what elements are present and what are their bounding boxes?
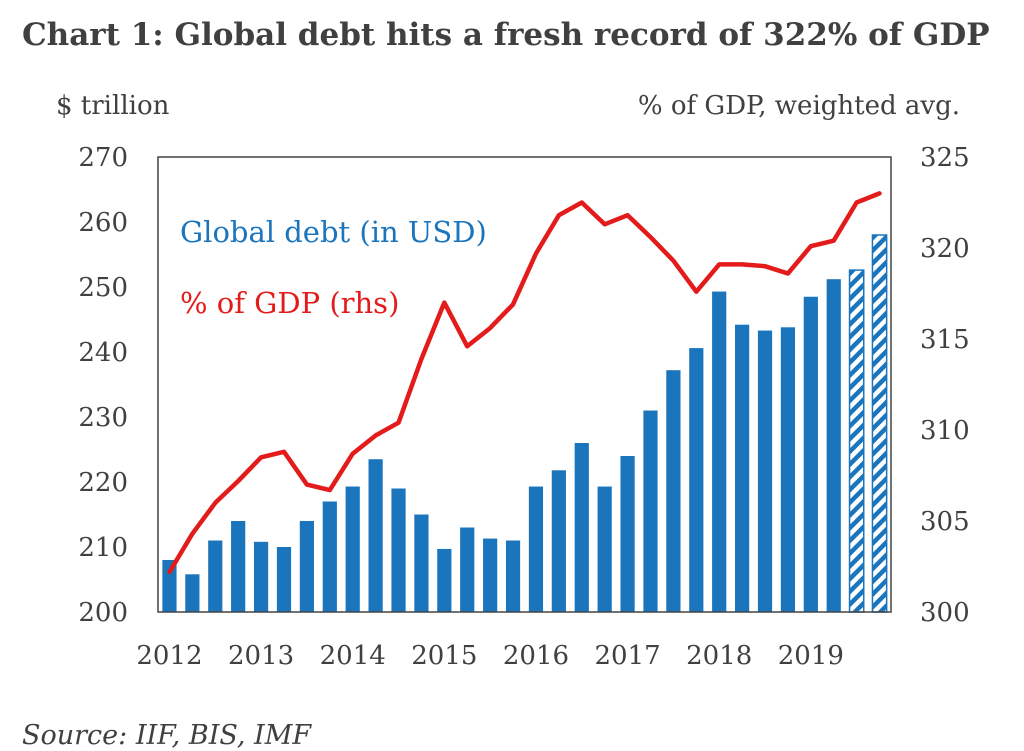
chart-title: Chart 1: Global debt hits a fresh record… <box>22 17 990 53</box>
debt-bar <box>871 234 888 613</box>
debt-bar <box>597 486 612 612</box>
debt-bar <box>528 486 544 612</box>
left-tick-label: 200 <box>78 598 128 628</box>
debt-bar <box>299 521 314 612</box>
x-tick-label: 2016 <box>503 641 569 671</box>
debt-bar <box>208 540 223 612</box>
right-axis-unit-label: % of GDP, weighted avg. <box>638 91 960 121</box>
debt-bar <box>460 527 475 612</box>
debt-bar <box>162 560 177 612</box>
x-tick-label: 2013 <box>228 641 294 671</box>
debt-bar <box>505 540 521 612</box>
x-tick-label: 2014 <box>320 641 386 671</box>
right-tick-label: 300 <box>920 598 970 628</box>
debt-bar <box>780 327 796 612</box>
debt-bar <box>414 514 429 612</box>
right-tick-label: 305 <box>920 507 970 537</box>
debt-bar <box>848 269 865 613</box>
right-tick-label: 325 <box>920 143 970 173</box>
debt-bar <box>712 291 727 612</box>
gdp-ratio-line <box>167 191 882 575</box>
left-axis-unit-label: $ trillion <box>56 91 170 121</box>
debt-bar <box>483 538 498 612</box>
right-axis: 300 305 310 315 320 325 <box>920 143 970 628</box>
left-tick-label: 220 <box>78 468 128 498</box>
debt-bar <box>757 330 773 612</box>
x-axis: 2012 2013 2014 2015 2016 2017 2018 2019 <box>136 641 844 671</box>
debt-bar <box>826 279 841 612</box>
debt-bars <box>162 234 888 613</box>
debt-bar <box>253 541 269 612</box>
legend-gdp-ratio: % of GDP (rhs) <box>180 286 399 320</box>
left-tick-label: 270 <box>78 143 128 173</box>
right-tick-label: 310 <box>920 416 970 446</box>
debt-bar <box>574 443 589 612</box>
right-tick-label: 320 <box>920 234 970 264</box>
left-tick-label: 250 <box>78 273 128 303</box>
left-tick-label: 260 <box>78 208 128 238</box>
debt-bar <box>437 548 452 612</box>
right-tick-label: 315 <box>920 325 970 355</box>
debt-bar <box>735 324 750 612</box>
left-tick-label: 210 <box>78 533 128 563</box>
debt-bar <box>368 459 383 612</box>
debt-bar <box>620 456 635 612</box>
debt-bar <box>551 470 566 612</box>
debt-bar <box>185 574 200 612</box>
x-tick-label: 2012 <box>136 641 202 671</box>
debt-bar <box>345 486 360 612</box>
debt-bar <box>803 296 818 612</box>
debt-bar <box>689 348 704 612</box>
x-tick-label: 2019 <box>778 641 844 671</box>
debt-bar <box>322 501 337 612</box>
legend-global-debt: Global debt (in USD) <box>180 215 487 249</box>
x-tick-label: 2018 <box>686 641 752 671</box>
source-note: Source: IIF, BIS, IMF <box>22 720 312 751</box>
plot-frame <box>157 156 892 613</box>
debt-bar <box>666 370 681 612</box>
left-axis: 200 210 220 230 240 250 260 270 <box>78 143 128 628</box>
debt-bar <box>643 410 658 612</box>
debt-bar <box>231 521 246 612</box>
debt-bar <box>276 547 292 612</box>
x-tick-label: 2017 <box>594 641 660 671</box>
debt-bar <box>391 488 406 612</box>
x-tick-label: 2015 <box>411 641 477 671</box>
left-tick-label: 230 <box>78 403 128 433</box>
left-tick-label: 240 <box>78 338 128 368</box>
